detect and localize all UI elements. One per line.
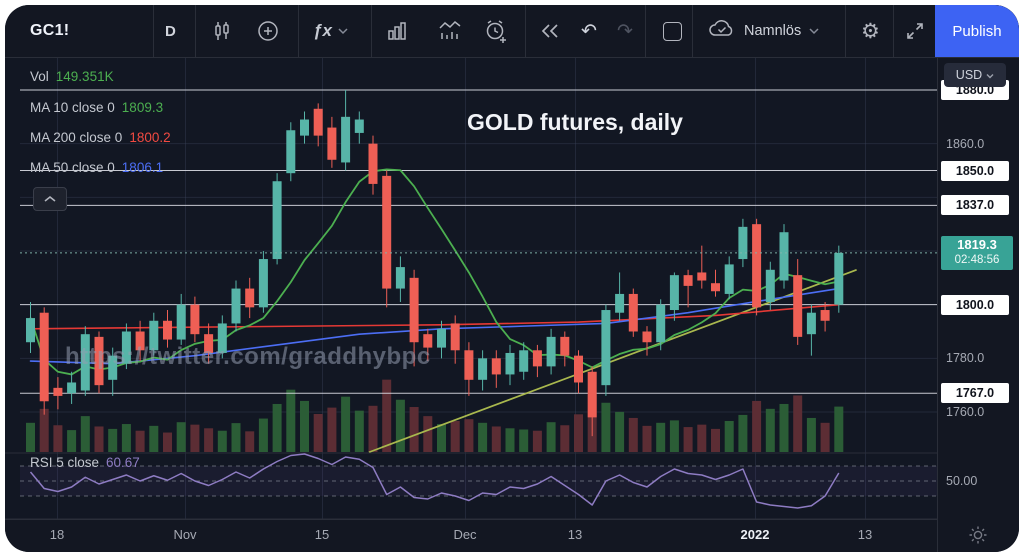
chart-title: GOLD futures, daily [467,109,683,135]
price-tick: 1760.0 [946,405,985,419]
ma50-value: 1806.1 [121,160,164,175]
theme-toggle-button[interactable] [968,525,988,550]
symbol-button[interactable]: GC1! [30,22,70,39]
toolbar-separator [692,5,693,57]
volume-value: 149.351K [55,69,114,84]
tradingview-window: GC1! D ƒx [5,5,1019,552]
toolbar-separator [195,5,196,57]
candlestick-style-button[interactable] [210,5,234,57]
undo-icon: ↶ [581,20,597,42]
chevron-down-icon [338,22,348,40]
compare-add-button[interactable] [255,5,281,57]
toolbar-separator [845,5,846,57]
bar-chart-icon [385,19,409,43]
ma10-label: MA 10 close 0 [30,100,115,115]
legend-rsi[interactable]: RSI 5 close 60.67 [30,455,140,470]
chevron-up-icon [44,190,56,208]
redo-icon: ↷ [617,20,633,42]
price-level-label[interactable]: 1850.0 [941,160,1009,181]
fx-icon: ƒx [313,21,332,40]
fullscreen-button[interactable] [904,5,926,57]
toolbar-separator [645,5,646,57]
candlestick-icon [210,19,234,43]
time-axis[interactable]: 18 Nov 15 Dec 13 2022 13 [5,519,937,552]
time-tick: 13 [567,527,583,542]
plus-circle-icon [255,18,281,44]
collapse-legend-button[interactable] [33,187,67,211]
watermark-link: https://twitter.com/graddhybpc [65,343,431,370]
legend-ma10[interactable]: MA 10 close 0 1809.3 [30,100,163,115]
price-axis[interactable]: USD 1860.0 1780.0 1760.0 50.00 1880.0 1850.0 1… [937,57,1019,552]
legend-ma50[interactable]: MA 50 close 0 1806.1 [30,160,163,175]
price-tick: 1860.0 [946,136,985,151]
time-tick: 13 [857,527,873,542]
ma10-value: 1809.3 [121,100,164,115]
time-tick: Nov [173,527,197,542]
undo-button[interactable]: ↶ [581,5,597,57]
interval-button[interactable]: D [165,22,176,40]
ma200-label: MA 200 close 0 [30,130,123,145]
sun-icon [968,526,988,549]
redo-button[interactable]: ↷ [617,5,633,57]
layout-button[interactable] [663,5,682,57]
layout-icon [663,21,682,41]
gear-icon: ⚙ [861,19,880,43]
alert-button[interactable] [483,5,509,57]
price-level-label[interactable]: 1837.0 [941,195,1009,216]
ma50-label: MA 50 close 0 [30,160,115,175]
chevron-down-icon [809,22,819,40]
currency-dropdown[interactable]: USD [944,63,1006,87]
saved-layout-name: Namnlös [744,23,802,39]
cloud-check-icon [708,18,736,45]
line-over-bars-icon [437,19,463,43]
last-price-value: 1819.3 [957,236,997,252]
settings-button[interactable]: ⚙ [861,5,880,57]
expand-icon [904,20,926,42]
legend-volume[interactable]: Vol 149.351K [30,69,114,84]
toolbar-separator [153,5,154,57]
volume-label: Vol [30,69,49,84]
time-tick: 15 [314,527,330,542]
indicators-button[interactable]: ƒx [313,5,348,57]
rewind-icon [538,19,562,43]
replay-button[interactable] [538,5,562,57]
rsi-label: RSI 5 close [30,455,100,470]
legend-ma200[interactable]: MA 200 close 0 1800.2 [30,130,171,145]
save-layout-button[interactable]: Namnlös [708,5,819,57]
toolbar-separator [893,5,894,57]
last-price-label[interactable]: 1819.3 02:48:56 [941,235,1013,270]
price-level-label[interactable]: 1800.0 [941,294,1009,315]
price-level-label[interactable]: 1767.0 [941,383,1009,404]
time-tick: Dec [453,527,477,542]
indicator-templates-button[interactable] [385,5,409,57]
bar-countdown: 02:48:56 [954,253,1000,266]
toolbar-separator [298,5,299,57]
chevron-down-icon [986,68,994,82]
ma200-value: 1800.2 [129,130,171,145]
price-tick: 1780.0 [946,351,985,366]
alarm-plus-icon [483,18,509,44]
chart-pattern-button[interactable] [437,5,463,57]
time-tick: 18 [49,527,65,542]
rsi-tick: 50.00 [946,474,978,488]
chart-canvas[interactable] [5,5,1019,552]
publish-button[interactable]: Publish [935,5,1019,57]
top-toolbar: GC1! D ƒx [5,5,1019,58]
currency-label: USD [955,68,983,82]
toolbar-separator [371,5,372,57]
time-tick: 2022 [740,527,770,542]
toolbar-separator [525,5,526,57]
rsi-value: 60.67 [106,455,140,470]
